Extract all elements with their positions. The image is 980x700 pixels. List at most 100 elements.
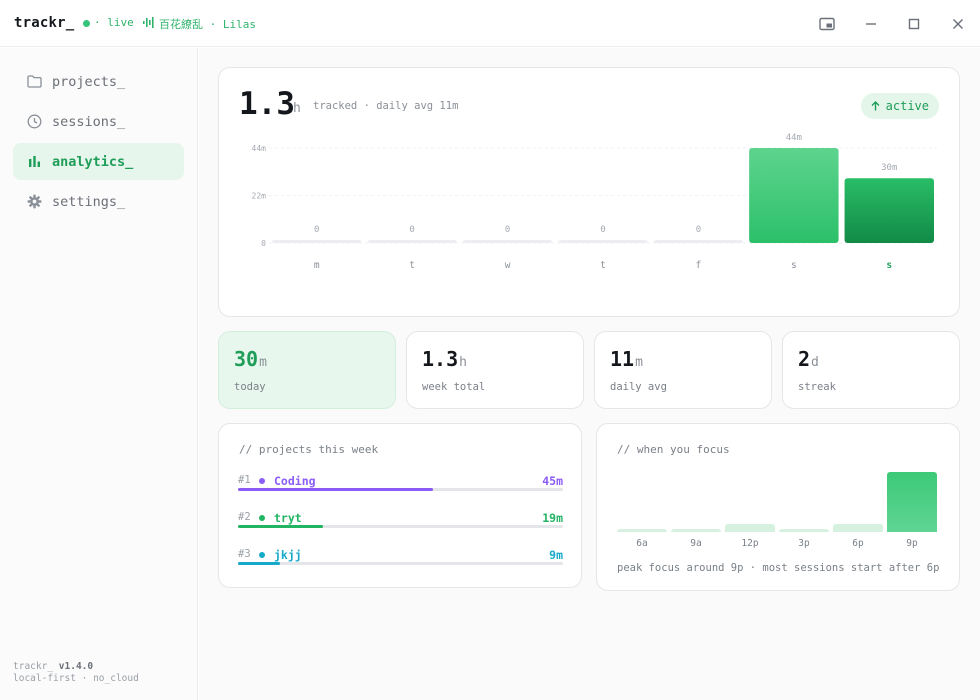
focus-slot-label: 6a (636, 538, 648, 549)
stat-label: daily avg (610, 381, 667, 393)
picture-in-picture-button[interactable] (816, 13, 838, 35)
project-color-dot (259, 478, 265, 484)
chart-bar[interactable] (462, 240, 553, 243)
sidebar-item-label: sessions_ (52, 113, 126, 130)
project-time: 9m (549, 548, 563, 562)
x-tick-label: t (409, 260, 415, 271)
bar-chart-icon (26, 154, 42, 170)
sidebar-item-sessions[interactable]: sessions_ (13, 103, 184, 140)
y-tick-label: 0 (261, 239, 266, 248)
focus-slot-label: 3p (798, 538, 810, 549)
x-tick-label: s (886, 260, 892, 271)
focus-bar[interactable] (671, 529, 721, 532)
project-name: tryt (274, 511, 302, 525)
chart-bar[interactable] (844, 178, 934, 243)
focus-slot-label: 9p (906, 538, 918, 549)
project-rank: #2 (238, 511, 251, 523)
weekly-bar-chart: 0 22m 44m 0 m 0 t 0 w 0 t 0 f 44m s 30m s (252, 133, 937, 271)
project-color-dot (259, 515, 265, 521)
focus-bar[interactable] (887, 472, 937, 532)
live-status-dot (83, 20, 90, 27)
project-rank: #3 (238, 548, 251, 560)
bar-data-label: 0 (505, 225, 510, 235)
chart-bar[interactable] (749, 148, 839, 243)
project-progress-fill (238, 562, 281, 565)
project-progress-track (238, 488, 563, 491)
minimize-icon (866, 23, 876, 25)
minimize-button[interactable] (860, 13, 882, 35)
focus-note: peak focus around 9p · most sessions sta… (617, 562, 940, 574)
focus-bar[interactable] (617, 529, 667, 532)
bar-data-label: 0 (409, 225, 414, 235)
project-name: Coding (274, 474, 316, 488)
live-status-text: · live (94, 16, 134, 29)
chart-bar[interactable] (653, 240, 744, 243)
chart-bar[interactable] (558, 240, 648, 243)
bar-data-label: 30m (881, 163, 897, 173)
bar-data-label: 0 (696, 225, 701, 235)
bar-data-label: 44m (786, 133, 802, 143)
project-progress-track (238, 525, 563, 528)
app-brand: trackr_ (14, 15, 75, 31)
close-button[interactable] (947, 13, 969, 35)
sidebar-item-analytics[interactable]: analytics_ (13, 143, 184, 180)
picture-in-picture-icon (819, 17, 835, 31)
chart-bar[interactable] (272, 240, 362, 243)
project-progress-track (238, 562, 563, 565)
sidebar-item-projects[interactable]: projects_ (13, 63, 184, 100)
focus-bar[interactable] (725, 523, 775, 532)
tracked-meta: tracked · daily avg 11m (313, 100, 459, 112)
stat-value: 1.3h (422, 347, 467, 371)
maximize-icon (908, 18, 920, 30)
x-tick-label: s (791, 260, 797, 271)
x-tick-label: f (696, 260, 702, 271)
focus-bar[interactable] (833, 523, 883, 532)
stat-label: week total (422, 381, 486, 393)
stat-value: 11m (610, 347, 643, 371)
project-rank: #1 (238, 474, 251, 486)
projects-week-title: // projects this week (239, 443, 379, 456)
arrow-up-icon (871, 101, 880, 111)
y-tick-label: 44m (252, 144, 267, 153)
folder-icon (26, 74, 42, 90)
projects-week-card: // projects this week #1 Coding 45m #2 tryt 1… (218, 423, 582, 588)
project-row[interactable]: #3 jkjj 9m (238, 548, 563, 578)
stat-card-daily-avg: 11m daily avg (594, 331, 772, 409)
weekly-chart-card: 1.3 h tracked · daily avg 11m active 0 22… (218, 67, 960, 317)
project-time: 19m (542, 511, 563, 525)
sidebar-item-label: settings_ (52, 193, 126, 210)
focus-slot-label: 12p (741, 538, 759, 549)
stat-value: 30m (234, 347, 267, 371)
project-row[interactable]: #1 Coding 45m (238, 474, 563, 504)
total-tracked-unit: h (293, 101, 301, 116)
focus-slot-label: 9a (690, 538, 702, 549)
focus-histogram (617, 464, 941, 532)
app-tagline: local-first · no_cloud (13, 673, 139, 684)
sidebar-item-label: analytics_ (52, 153, 134, 170)
chart-bar[interactable] (367, 240, 457, 243)
main-content: 1.3 h tracked · daily avg 11m active 0 22… (199, 48, 980, 700)
focus-bar[interactable] (779, 529, 829, 532)
close-icon (953, 19, 963, 29)
bar-data-label: 0 (600, 225, 605, 235)
stat-card-today: 30m today (218, 331, 396, 409)
project-row[interactable]: #2 tryt 19m (238, 511, 563, 541)
project-color-dot (259, 552, 265, 558)
focus-slot-label: 6p (852, 538, 864, 549)
maximize-button[interactable] (903, 13, 925, 35)
stat-card-week-total: 1.3h week total (406, 331, 584, 409)
y-tick-label: 22m (252, 192, 267, 201)
sidebar: projects_ sessions_ analytics_ (0, 48, 198, 700)
total-tracked-value: 1.3 (239, 86, 295, 122)
sidebar-item-settings[interactable]: settings_ (13, 183, 184, 220)
sidebar-item-label: projects_ (52, 73, 126, 90)
stat-value: 2d (798, 347, 819, 371)
x-tick-label: w (505, 260, 511, 271)
stat-label: streak (798, 381, 836, 393)
stat-label: today (234, 381, 266, 393)
active-status-badge: active (860, 93, 939, 119)
focus-card: // when you focus 6a 9a 12p 3p 6p 9p peak foc… (596, 423, 960, 591)
x-tick-label: m (314, 260, 320, 271)
project-progress-fill (238, 488, 433, 491)
gear-icon (26, 194, 42, 210)
